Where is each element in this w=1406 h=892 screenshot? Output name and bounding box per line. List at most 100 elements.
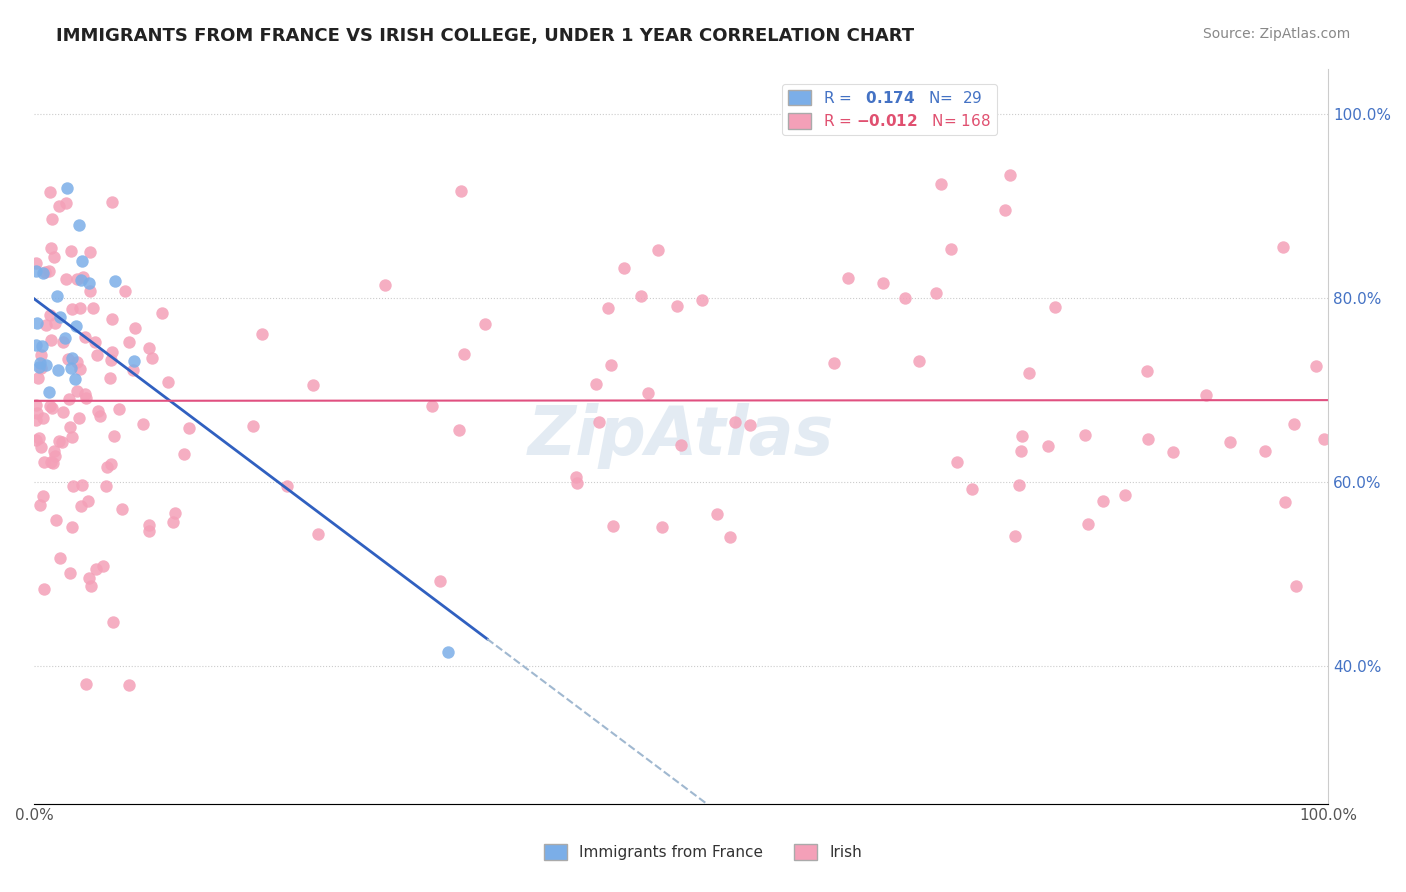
- Point: [34, 265, 56, 279]
- Point: [307, 527, 329, 541]
- Point: [25, 433, 48, 447]
- Point: [1043, 300, 1066, 314]
- Point: [1010, 443, 1032, 458]
- Text: Source: ZipAtlas.com: Source: ZipAtlas.com: [1202, 27, 1350, 41]
- Point: [1219, 435, 1241, 450]
- Point: [69, 273, 91, 287]
- Point: [724, 415, 747, 429]
- Point: [32, 489, 55, 503]
- Point: [242, 418, 264, 433]
- Point: [124, 320, 146, 334]
- Point: [706, 508, 728, 522]
- Point: [41, 401, 63, 416]
- Point: [77, 494, 100, 508]
- Point: [48, 199, 70, 213]
- Point: [960, 482, 983, 496]
- Point: [1161, 445, 1184, 459]
- Point: [107, 401, 129, 416]
- Point: [598, 301, 620, 315]
- Point: [42, 443, 65, 458]
- Point: [1114, 487, 1136, 501]
- Point: [82, 301, 104, 315]
- Point: [66, 384, 89, 398]
- Point: [30, 348, 52, 362]
- Point: [449, 423, 471, 437]
- Point: [55, 272, 77, 286]
- Point: [1092, 494, 1115, 508]
- Point: [994, 203, 1017, 218]
- Point: [173, 447, 195, 461]
- Text: IMMIGRANTS FROM FRANCE VS IRISH COLLEGE, UNDER 1 YEAR CORRELATION CHART: IMMIGRANTS FROM FRANCE VS IRISH COLLEGE,…: [56, 27, 914, 45]
- Point: [59, 420, 82, 434]
- Point: [65, 319, 87, 334]
- Point: [86, 348, 108, 362]
- Point: [637, 385, 659, 400]
- Point: [823, 356, 845, 370]
- Point: [70, 478, 93, 492]
- Point: [55, 196, 77, 211]
- Point: [56, 181, 79, 195]
- Point: [122, 354, 145, 368]
- Point: [429, 574, 451, 589]
- Point: [25, 255, 48, 269]
- Text: ZipAtlas: ZipAtlas: [529, 403, 834, 469]
- Point: [67, 410, 90, 425]
- Point: [718, 530, 741, 544]
- Point: [34, 358, 56, 372]
- Point: [34, 318, 56, 332]
- Point: [162, 516, 184, 530]
- Point: [588, 415, 610, 429]
- Point: [89, 409, 111, 423]
- Point: [647, 244, 669, 258]
- Point: [45, 513, 67, 527]
- Point: [60, 351, 83, 365]
- Point: [121, 363, 143, 377]
- Point: [998, 168, 1021, 182]
- Point: [49, 550, 72, 565]
- Point: [60, 302, 83, 317]
- Point: [52, 334, 75, 349]
- Point: [276, 479, 298, 493]
- Point: [31, 266, 53, 280]
- Point: [1313, 432, 1336, 446]
- Point: [91, 559, 114, 574]
- Point: [1074, 427, 1097, 442]
- Point: [59, 566, 82, 581]
- Point: [163, 506, 186, 520]
- Point: [65, 271, 87, 285]
- Point: [1285, 579, 1308, 593]
- Point: [48, 310, 70, 324]
- Point: [79, 244, 101, 259]
- Point: [60, 430, 83, 444]
- Point: [565, 470, 588, 484]
- Point: [740, 418, 762, 433]
- Point: [39, 242, 62, 256]
- Point: [150, 306, 173, 320]
- Point: [924, 285, 946, 300]
- Point: [872, 276, 894, 290]
- Point: [946, 455, 969, 469]
- Point: [69, 362, 91, 376]
- Point: [59, 361, 82, 376]
- Point: [1274, 495, 1296, 509]
- Point: [28, 359, 51, 374]
- Point: [30, 356, 52, 370]
- Point: [24, 338, 46, 352]
- Point: [27, 371, 49, 385]
- Point: [1305, 359, 1327, 373]
- Point: [80, 579, 103, 593]
- Point: [48, 434, 70, 449]
- Point: [60, 244, 83, 258]
- Point: [114, 285, 136, 299]
- Point: [100, 195, 122, 210]
- Point: [32, 582, 55, 596]
- Point: [101, 311, 124, 326]
- Point: [58, 392, 80, 407]
- Point: [62, 478, 84, 492]
- Point: [1004, 529, 1026, 543]
- Point: [613, 260, 636, 275]
- Point: [1136, 364, 1159, 378]
- Point: [24, 263, 46, 277]
- Point: [1038, 439, 1060, 453]
- Point: [837, 270, 859, 285]
